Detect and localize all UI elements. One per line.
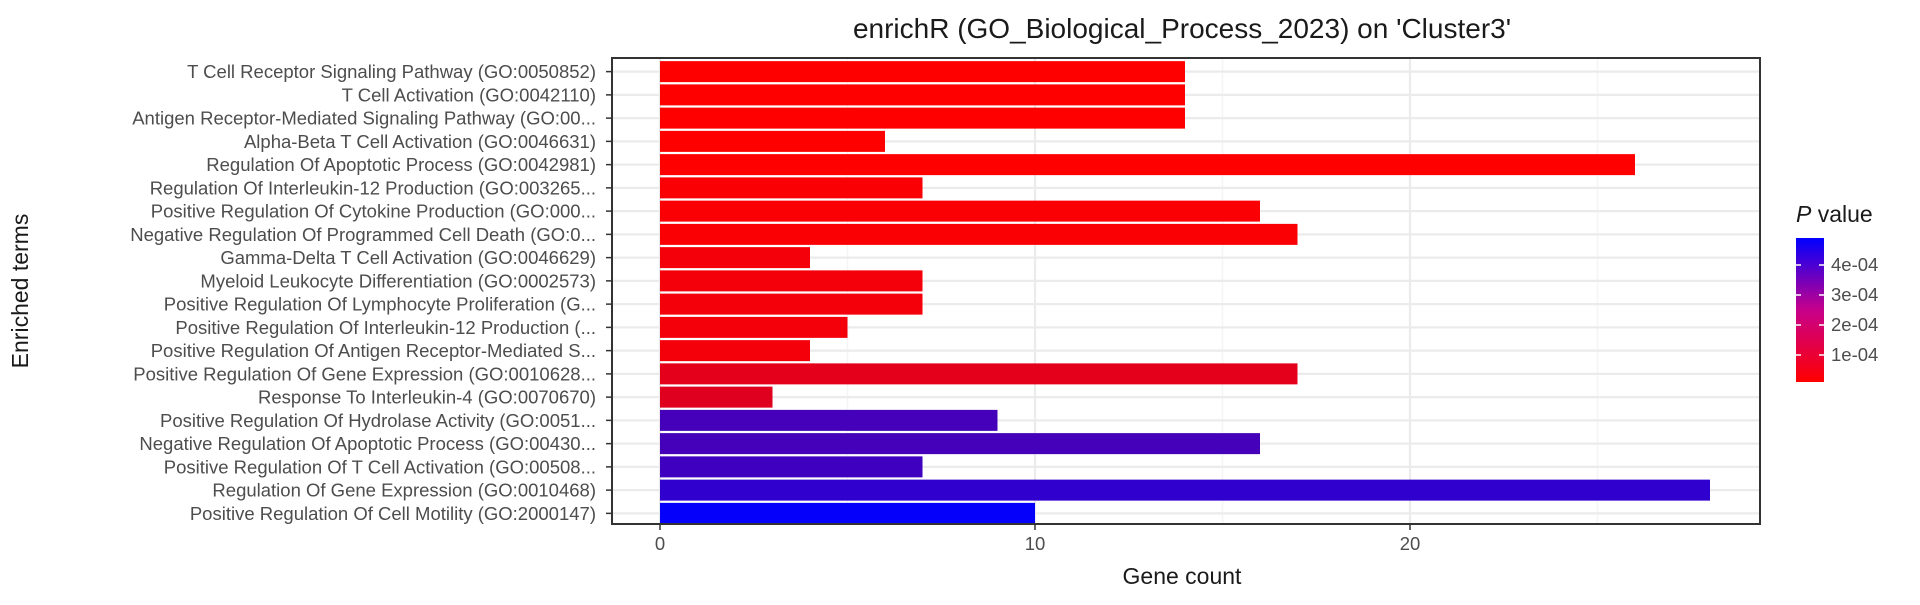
x-axis-tick-labels: 0 10 20 (655, 524, 1420, 554)
y-tick-label: Myeloid Leukocyte Differentiation (GO:00… (200, 270, 596, 291)
y-tick-label: Negative Regulation Of Apoptotic Process… (139, 433, 596, 454)
bar (660, 223, 1298, 245)
legend-tick-label: 4e-04 (1831, 254, 1878, 275)
y-axis-tick-labels: T Cell Receptor Signaling Pathway (GO:00… (130, 61, 612, 524)
bar (660, 177, 923, 199)
y-tick-label: Antigen Receptor-Mediated Signaling Path… (132, 108, 596, 129)
y-tick-label: Positive Regulation Of T Cell Activation… (164, 456, 596, 477)
bar (660, 270, 923, 292)
bar (660, 409, 998, 431)
y-tick-label: Positive Regulation Of Gene Expression (… (133, 363, 596, 384)
y-tick-label: T Cell Receptor Signaling Pathway (GO:00… (187, 61, 596, 82)
y-tick-label: Alpha-Beta T Cell Activation (GO:0046631… (244, 131, 596, 152)
bar (660, 316, 848, 338)
legend-tick-label: 1e-04 (1831, 344, 1878, 365)
y-tick-label: Regulation Of Gene Expression (GO:001046… (212, 480, 596, 501)
x-tick-label: 0 (655, 533, 665, 554)
legend-tick-label: 2e-04 (1831, 314, 1878, 335)
legend-title: P value (1796, 201, 1873, 227)
bar (660, 154, 1635, 176)
chart-title: enrichR (GO_Biological_Process_2023) on … (853, 13, 1511, 44)
y-tick-label: Positive Regulation Of Antigen Receptor-… (151, 340, 596, 361)
y-tick-label: Positive Regulation Of Cytokine Producti… (151, 201, 596, 222)
bar (660, 386, 773, 408)
y-tick-label: Regulation Of Apoptotic Process (GO:0042… (206, 154, 596, 175)
y-tick-label: Positive Regulation Of Cell Motility (GO… (190, 503, 596, 524)
y-tick-label: Gamma-Delta T Cell Activation (GO:004662… (220, 247, 596, 268)
bar (660, 479, 1710, 501)
bar (660, 107, 1185, 129)
bar (660, 247, 810, 269)
bar (660, 456, 923, 478)
y-tick-label: Negative Regulation Of Programmed Cell D… (130, 224, 596, 245)
y-tick-label: Positive Regulation Of Hydrolase Activit… (160, 410, 596, 431)
plot-panel (611, 57, 1761, 525)
bar (660, 363, 1298, 385)
x-tick-label: 20 (1400, 533, 1421, 554)
y-tick-label: Regulation Of Interleukin-12 Production … (150, 177, 596, 198)
bar (660, 433, 1260, 455)
x-tick-label: 10 (1025, 533, 1046, 554)
bar (660, 200, 1260, 222)
bar (660, 293, 923, 315)
x-axis-title: Gene count (1123, 563, 1243, 589)
bar (660, 340, 810, 362)
legend-tick-label: 3e-04 (1831, 284, 1878, 305)
y-tick-label: T Cell Activation (GO:0042110) (342, 84, 596, 105)
color-legend: P value 1e-04 2e-04 3e-04 4e-04 (1796, 201, 1878, 382)
y-axis-title: Enriched terms (7, 214, 33, 369)
bar (660, 502, 1035, 524)
bar (660, 84, 1185, 106)
bar (660, 130, 885, 152)
legend-colorbar (1796, 238, 1824, 382)
y-tick-label: Positive Regulation Of Interleukin-12 Pr… (175, 317, 596, 338)
y-tick-label: Positive Regulation Of Lymphocyte Prolif… (164, 294, 596, 315)
bar (660, 61, 1185, 83)
y-tick-label: Response To Interleukin-4 (GO:0070670) (258, 387, 596, 408)
panel-border (611, 57, 1761, 525)
